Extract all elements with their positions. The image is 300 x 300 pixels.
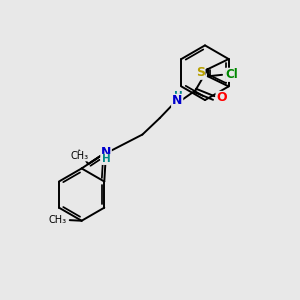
Text: CH₃: CH₃ (49, 215, 67, 225)
Text: N: N (172, 94, 182, 107)
Text: H: H (174, 91, 183, 100)
Text: CH₃: CH₃ (71, 151, 89, 161)
Text: S: S (196, 66, 205, 79)
Text: H: H (102, 154, 110, 164)
Text: O: O (216, 92, 227, 104)
Text: Cl: Cl (226, 68, 238, 81)
Text: N: N (101, 146, 111, 159)
